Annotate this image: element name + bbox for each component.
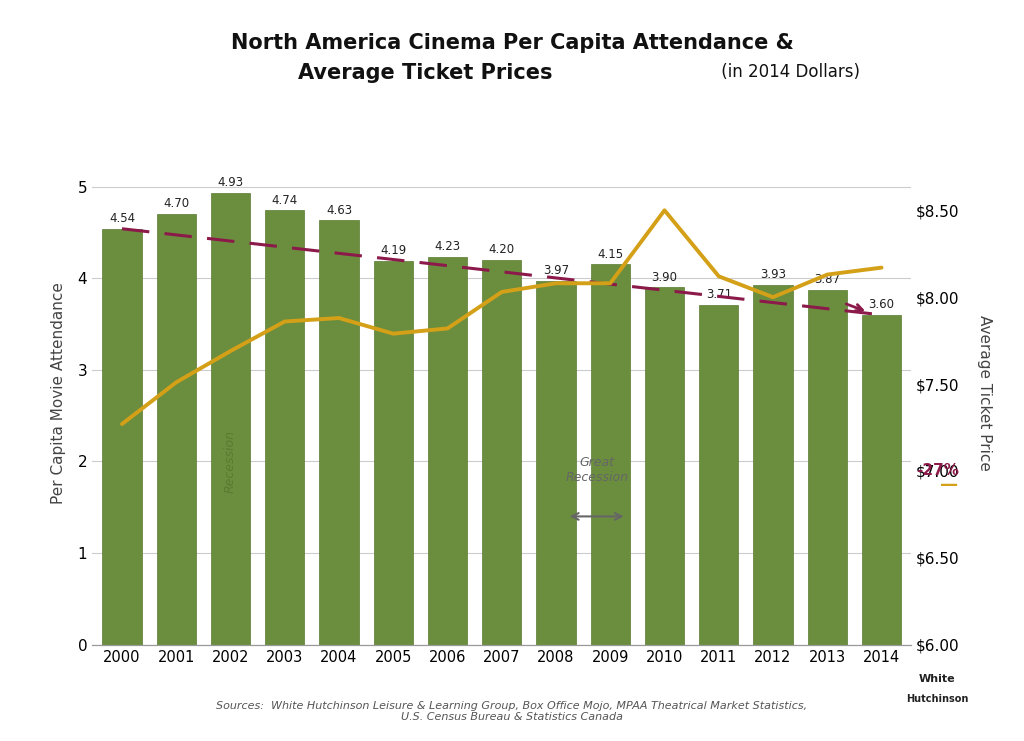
- Bar: [591, 265, 630, 645]
- Text: 3.90: 3.90: [651, 270, 678, 284]
- Text: 4.23: 4.23: [434, 241, 461, 253]
- Bar: [102, 229, 141, 645]
- Bar: [265, 210, 304, 645]
- Text: 4.54: 4.54: [109, 212, 135, 225]
- Text: 3.60: 3.60: [868, 298, 895, 311]
- Text: 4.63: 4.63: [326, 204, 352, 217]
- Text: Sources:  White Hutchinson Leisure & Learning Group, Box Office Mojo, MPAA Theat: Sources: White Hutchinson Leisure & Lear…: [216, 701, 808, 722]
- Text: 4.70: 4.70: [163, 197, 189, 210]
- Text: North America Cinema Per Capita Attendance &: North America Cinema Per Capita Attendan…: [230, 33, 794, 53]
- Text: Recession: Recession: [224, 430, 237, 493]
- Bar: [862, 315, 901, 645]
- Text: 3.97: 3.97: [543, 265, 569, 277]
- Text: 3.87: 3.87: [814, 273, 841, 287]
- Bar: [754, 285, 793, 645]
- Y-axis label: Per Capita Movie Attendance: Per Capita Movie Attendance: [51, 282, 67, 504]
- Bar: [808, 290, 847, 645]
- Text: 4.93: 4.93: [217, 176, 244, 190]
- Text: White: White: [919, 674, 955, 684]
- Text: 3.71: 3.71: [706, 288, 732, 301]
- Bar: [699, 305, 738, 645]
- Bar: [211, 193, 250, 645]
- Text: (in 2014 Dollars): (in 2014 Dollars): [716, 63, 860, 81]
- Text: Hutchinson: Hutchinson: [906, 694, 968, 704]
- Text: —: —: [940, 476, 958, 494]
- Y-axis label: Average Ticket Price: Average Ticket Price: [977, 315, 991, 471]
- Text: 4.15: 4.15: [597, 247, 624, 261]
- Text: Average Ticket Prices: Average Ticket Prices: [298, 63, 552, 83]
- Bar: [428, 257, 467, 645]
- Text: 4.20: 4.20: [488, 243, 515, 256]
- Bar: [157, 214, 196, 645]
- Text: 4.19: 4.19: [380, 244, 407, 257]
- Text: Great
Recession: Great Recession: [565, 456, 628, 485]
- Bar: [374, 261, 413, 645]
- Bar: [645, 288, 684, 645]
- Legend: : [99, 613, 135, 638]
- Bar: [482, 260, 521, 645]
- Text: 4.74: 4.74: [271, 193, 298, 207]
- Text: -27%: -27%: [916, 463, 959, 478]
- Bar: [537, 281, 575, 645]
- Text: 3.93: 3.93: [760, 268, 786, 281]
- Bar: [319, 221, 358, 645]
